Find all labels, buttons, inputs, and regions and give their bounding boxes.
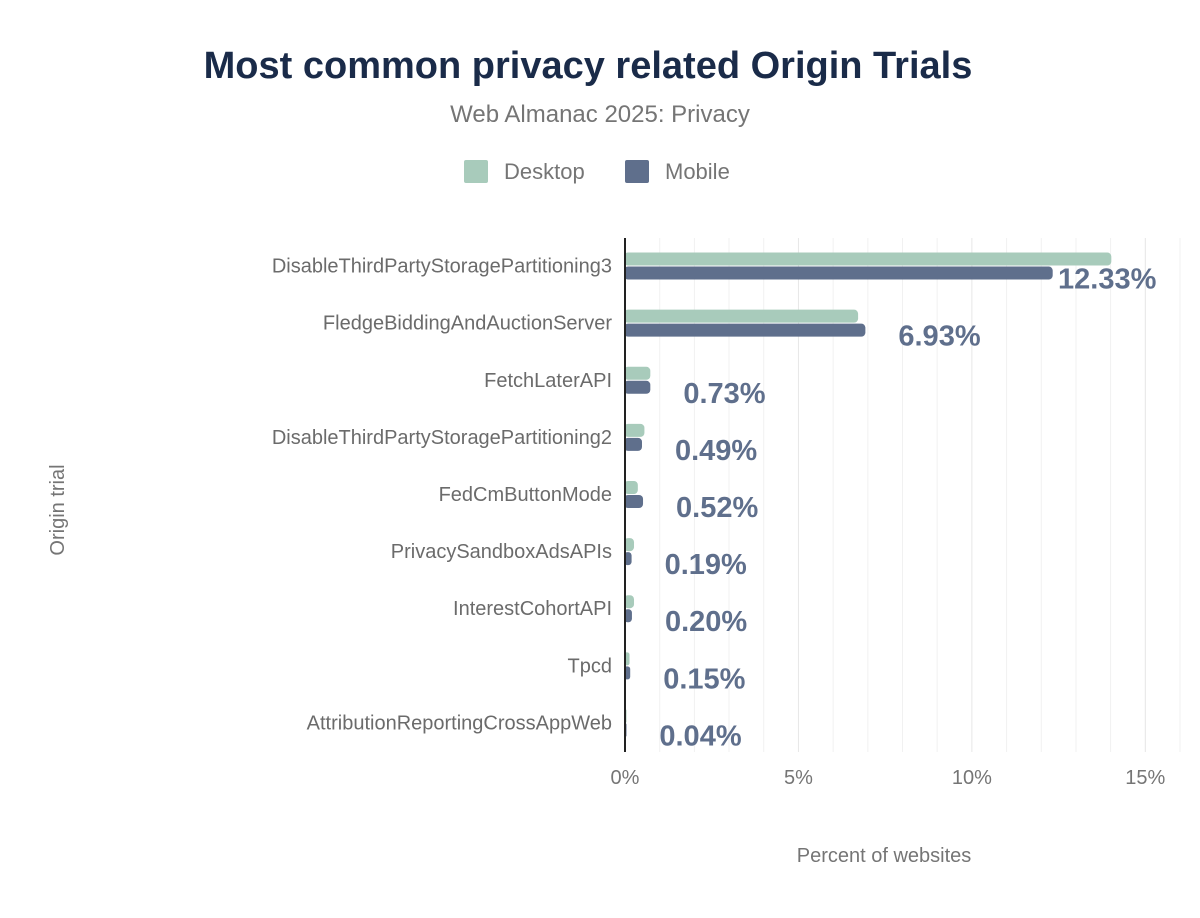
legend-label-mobile[interactable]: Mobile — [665, 159, 730, 184]
data-label: 0.20% — [665, 606, 747, 638]
category-label: FetchLaterAPI — [484, 370, 612, 392]
category-label: FedCmButtonMode — [439, 484, 612, 506]
desktop-bar — [624, 423, 645, 437]
legend-swatch-desktop[interactable] — [464, 160, 488, 183]
x-axis-title: Percent of websites — [797, 845, 972, 867]
desktop-bar — [624, 309, 859, 323]
category-label: PrivacySandboxAdsAPIs — [391, 541, 612, 563]
data-labels: 12.33% 6.93% 0.73% 0.49% 0.52% 0.19% 0.20% 0.15… — [659, 264, 1156, 753]
category-label: InterestCohortAPI — [453, 598, 612, 620]
mobile-bar — [624, 437, 642, 451]
legend: Desktop Mobile — [464, 159, 730, 184]
data-label: 0.52% — [676, 492, 758, 524]
mobile-bar — [624, 495, 644, 508]
category-labels: DisableThirdPartyStoragePartitioning3 Fle… — [272, 256, 613, 735]
legend-swatch-mobile[interactable] — [625, 160, 649, 183]
data-label: 6.93% — [898, 321, 980, 353]
desktop-bar — [624, 595, 635, 609]
x-tick-label: 5% — [784, 767, 813, 789]
legend-label-desktop[interactable]: Desktop — [504, 159, 585, 184]
category-label: DisableThirdPartyStoragePartitioning3 — [272, 256, 612, 278]
x-tick-labels: 0% 5% 10% 15% — [611, 767, 1166, 789]
data-label: 12.33% — [1058, 264, 1157, 296]
data-label: 0.15% — [663, 663, 745, 695]
desktop-bar — [624, 481, 638, 494]
data-label: 0.49% — [675, 435, 757, 467]
data-label: 0.73% — [683, 378, 765, 410]
category-label: AttributionReportingCrossAppWeb — [307, 712, 612, 734]
bars — [624, 252, 1112, 737]
category-label: FledgeBiddingAndAuctionServer — [323, 313, 612, 335]
category-label: DisableThirdPartyStoragePartitioning2 — [272, 427, 612, 449]
data-label: 0.04% — [659, 720, 741, 752]
mobile-bar — [624, 266, 1053, 280]
data-label: 0.19% — [665, 549, 747, 581]
y-axis-title: Origin trial — [47, 464, 69, 555]
desktop-bar — [624, 366, 651, 380]
desktop-bar — [624, 252, 1112, 266]
x-tick-label: 10% — [952, 767, 992, 789]
mobile-bar — [624, 323, 866, 337]
chart-subtitle: Web Almanac 2025: Privacy — [450, 101, 750, 128]
x-tick-label: 0% — [611, 767, 640, 789]
category-label: Tpcd — [568, 655, 612, 677]
x-tick-label: 15% — [1125, 767, 1165, 789]
chart-title: Most common privacy related Origin Trial… — [204, 45, 973, 87]
desktop-bar — [624, 538, 635, 552]
mobile-bar — [624, 380, 651, 394]
